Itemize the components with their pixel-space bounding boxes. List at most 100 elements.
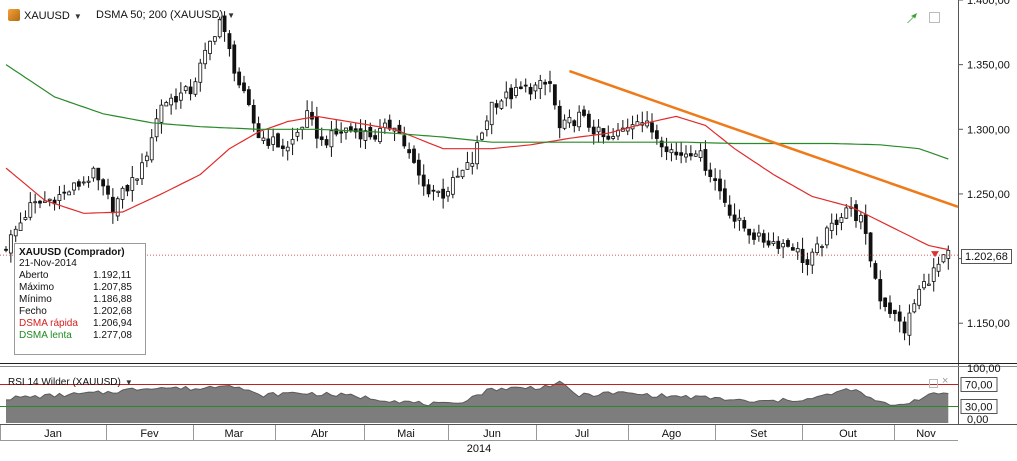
candle-body xyxy=(72,182,76,191)
trend-line xyxy=(569,69,959,209)
candle-body xyxy=(844,207,849,219)
rsi-title: RSI 14 Wilder (XAUUSD) xyxy=(8,377,121,388)
info-row: DSMA rápida 1.206,94 xyxy=(19,318,141,330)
candle-body xyxy=(198,62,203,83)
y-tick-label: 1.400,00 xyxy=(967,0,1010,7)
candle-body xyxy=(572,120,577,127)
month-label: Abr xyxy=(311,428,328,440)
candle-body xyxy=(698,150,703,158)
indicator-selector[interactable]: DSMA 50; 200 (XAUUSD) ▼ xyxy=(96,9,235,21)
candle-body xyxy=(752,232,756,240)
candle-body xyxy=(305,110,310,128)
candle-body xyxy=(839,217,844,223)
candle-body xyxy=(373,135,378,140)
candle-body xyxy=(790,247,795,251)
candle-body xyxy=(480,132,484,140)
candle-body xyxy=(669,149,674,154)
candle-body xyxy=(339,131,344,134)
price-panel-bg xyxy=(0,0,958,363)
rsi-axis-top: 100,00 xyxy=(967,363,1001,375)
info-date: 21-Nov-2014 xyxy=(19,258,77,269)
candle-body xyxy=(538,80,543,89)
candle-body xyxy=(446,191,450,197)
info-row-value: 1.202,68 xyxy=(93,306,132,317)
candle-body xyxy=(261,137,266,141)
candle-body xyxy=(115,198,120,217)
candle-body xyxy=(334,128,339,135)
candle-body xyxy=(883,297,888,307)
candle-body xyxy=(786,240,790,247)
candle-body xyxy=(455,175,460,178)
rsi-close-icon[interactable]: × xyxy=(942,375,949,387)
candle-body xyxy=(708,169,713,177)
candle-body xyxy=(873,263,878,279)
candle-body xyxy=(684,153,688,158)
trend-arrow-icon[interactable] xyxy=(906,11,918,23)
chevron-down-icon: ▼ xyxy=(73,12,82,21)
candle-body xyxy=(280,145,285,149)
info-row-label: Fecho xyxy=(19,306,47,317)
candle-body xyxy=(47,198,52,201)
candle-body xyxy=(140,162,144,180)
candle-body xyxy=(562,119,567,129)
candle-body xyxy=(489,101,494,126)
info-row: Fecho 1.202,68 xyxy=(19,306,141,318)
candle-body xyxy=(465,162,470,170)
rsi-lower-label-box xyxy=(960,399,998,414)
candle-body xyxy=(271,136,276,145)
month-label: Ago xyxy=(662,428,682,440)
candle-body xyxy=(222,15,227,32)
candle-body xyxy=(824,227,829,246)
candle-body xyxy=(703,149,708,171)
candle-body xyxy=(722,188,727,203)
candle-body xyxy=(523,84,528,87)
candle-body xyxy=(591,126,596,135)
candle-body xyxy=(732,214,737,222)
candle-body xyxy=(805,259,810,265)
chevron-down-icon: ▼ xyxy=(124,378,133,387)
candle-body xyxy=(514,86,518,96)
info-row: Aberto 1.192,11 xyxy=(19,270,141,282)
candle-body xyxy=(13,228,18,237)
candle-body xyxy=(378,127,382,143)
info-row-value: 1.277,08 xyxy=(93,330,132,341)
candle-body xyxy=(475,142,480,165)
candle-body xyxy=(815,243,820,254)
candle-body xyxy=(761,233,766,243)
info-row: DSMA lenta 1.277,08 xyxy=(19,330,141,342)
candle-body xyxy=(208,40,212,54)
candle-body xyxy=(125,184,130,192)
rsi-upper-label: 70,00 xyxy=(965,380,993,392)
candle-body xyxy=(144,155,149,162)
rsi-title-selector[interactable]: RSI 14 Wilder (XAUUSD) ▼ xyxy=(8,377,133,388)
month-label: Set xyxy=(750,428,767,440)
candle-body xyxy=(504,91,509,99)
maximize-icon[interactable] xyxy=(929,12,940,23)
month-label: Jun xyxy=(483,428,501,440)
candle-body xyxy=(727,204,732,216)
candle-body xyxy=(888,302,892,314)
candle-body xyxy=(314,116,319,139)
candle-body xyxy=(747,228,752,236)
candle-body xyxy=(154,118,159,138)
candle-body xyxy=(23,217,28,220)
candle-body xyxy=(217,19,222,38)
candle-body xyxy=(718,178,722,192)
candle-body xyxy=(33,201,38,204)
rsi-maximize-icon[interactable] xyxy=(929,379,938,388)
candle-body xyxy=(470,163,475,167)
candle-body xyxy=(237,71,242,86)
candle-body xyxy=(931,267,936,282)
candle-body xyxy=(276,133,280,148)
candle-body xyxy=(188,86,193,95)
info-rows: Aberto 1.192,11 Máximo 1.207,85 Mínimo 1.186,… xyxy=(19,270,141,342)
candle-body xyxy=(329,130,334,148)
y-tick-label: 1.350,00 xyxy=(967,60,1010,72)
candle-body xyxy=(659,140,664,148)
symbol-selector[interactable]: XAUUSD ▼ xyxy=(8,9,82,22)
candle-body xyxy=(917,288,922,306)
candle-body xyxy=(178,92,183,101)
last-price-label: 1.202,68 xyxy=(961,249,1012,264)
